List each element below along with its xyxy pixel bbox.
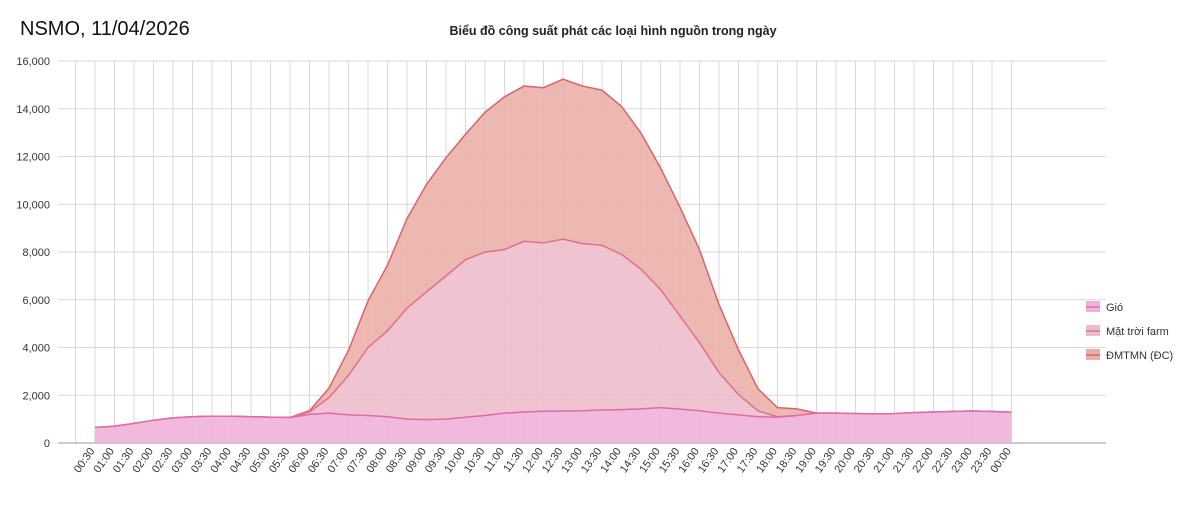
legend-label[interactable]: Gió: [1106, 302, 1123, 314]
x-tick-label: 00:00: [988, 446, 1014, 475]
chart-title: Biểu đồ công suất phát các loại hình ngu…: [449, 24, 776, 38]
y-tick-label: 2,000: [22, 390, 50, 402]
legend-label[interactable]: ĐMTMN (ĐC): [1106, 350, 1173, 362]
legend: Gió Mặt trời farm ĐMTMN (ĐC): [1086, 301, 1173, 362]
y-tick-label: 16,000: [16, 56, 50, 68]
y-tick-label: 14,000: [16, 104, 50, 116]
y-tick-label: 4,000: [22, 343, 50, 355]
legend-label[interactable]: Mặt trời farm: [1106, 326, 1169, 338]
y-tick-label: 8,000: [22, 247, 50, 259]
y-tick-label: 6,000: [22, 295, 50, 307]
source-date-title: NSMO, 11/04/2026: [20, 18, 190, 40]
areas: [94, 78, 1012, 443]
area-series-1: [95, 239, 1012, 428]
x-tick-label: 11:00: [482, 446, 507, 475]
y-tick-label: 10,000: [16, 199, 50, 211]
y-tick-label: 12,000: [16, 152, 50, 164]
area-series-2: [95, 79, 1012, 428]
area-series-0: [95, 407, 1012, 443]
y-tick-label: 0: [44, 438, 50, 450]
line-series-0: [94, 406, 1012, 429]
x-tick-label: 10:30: [462, 446, 488, 475]
